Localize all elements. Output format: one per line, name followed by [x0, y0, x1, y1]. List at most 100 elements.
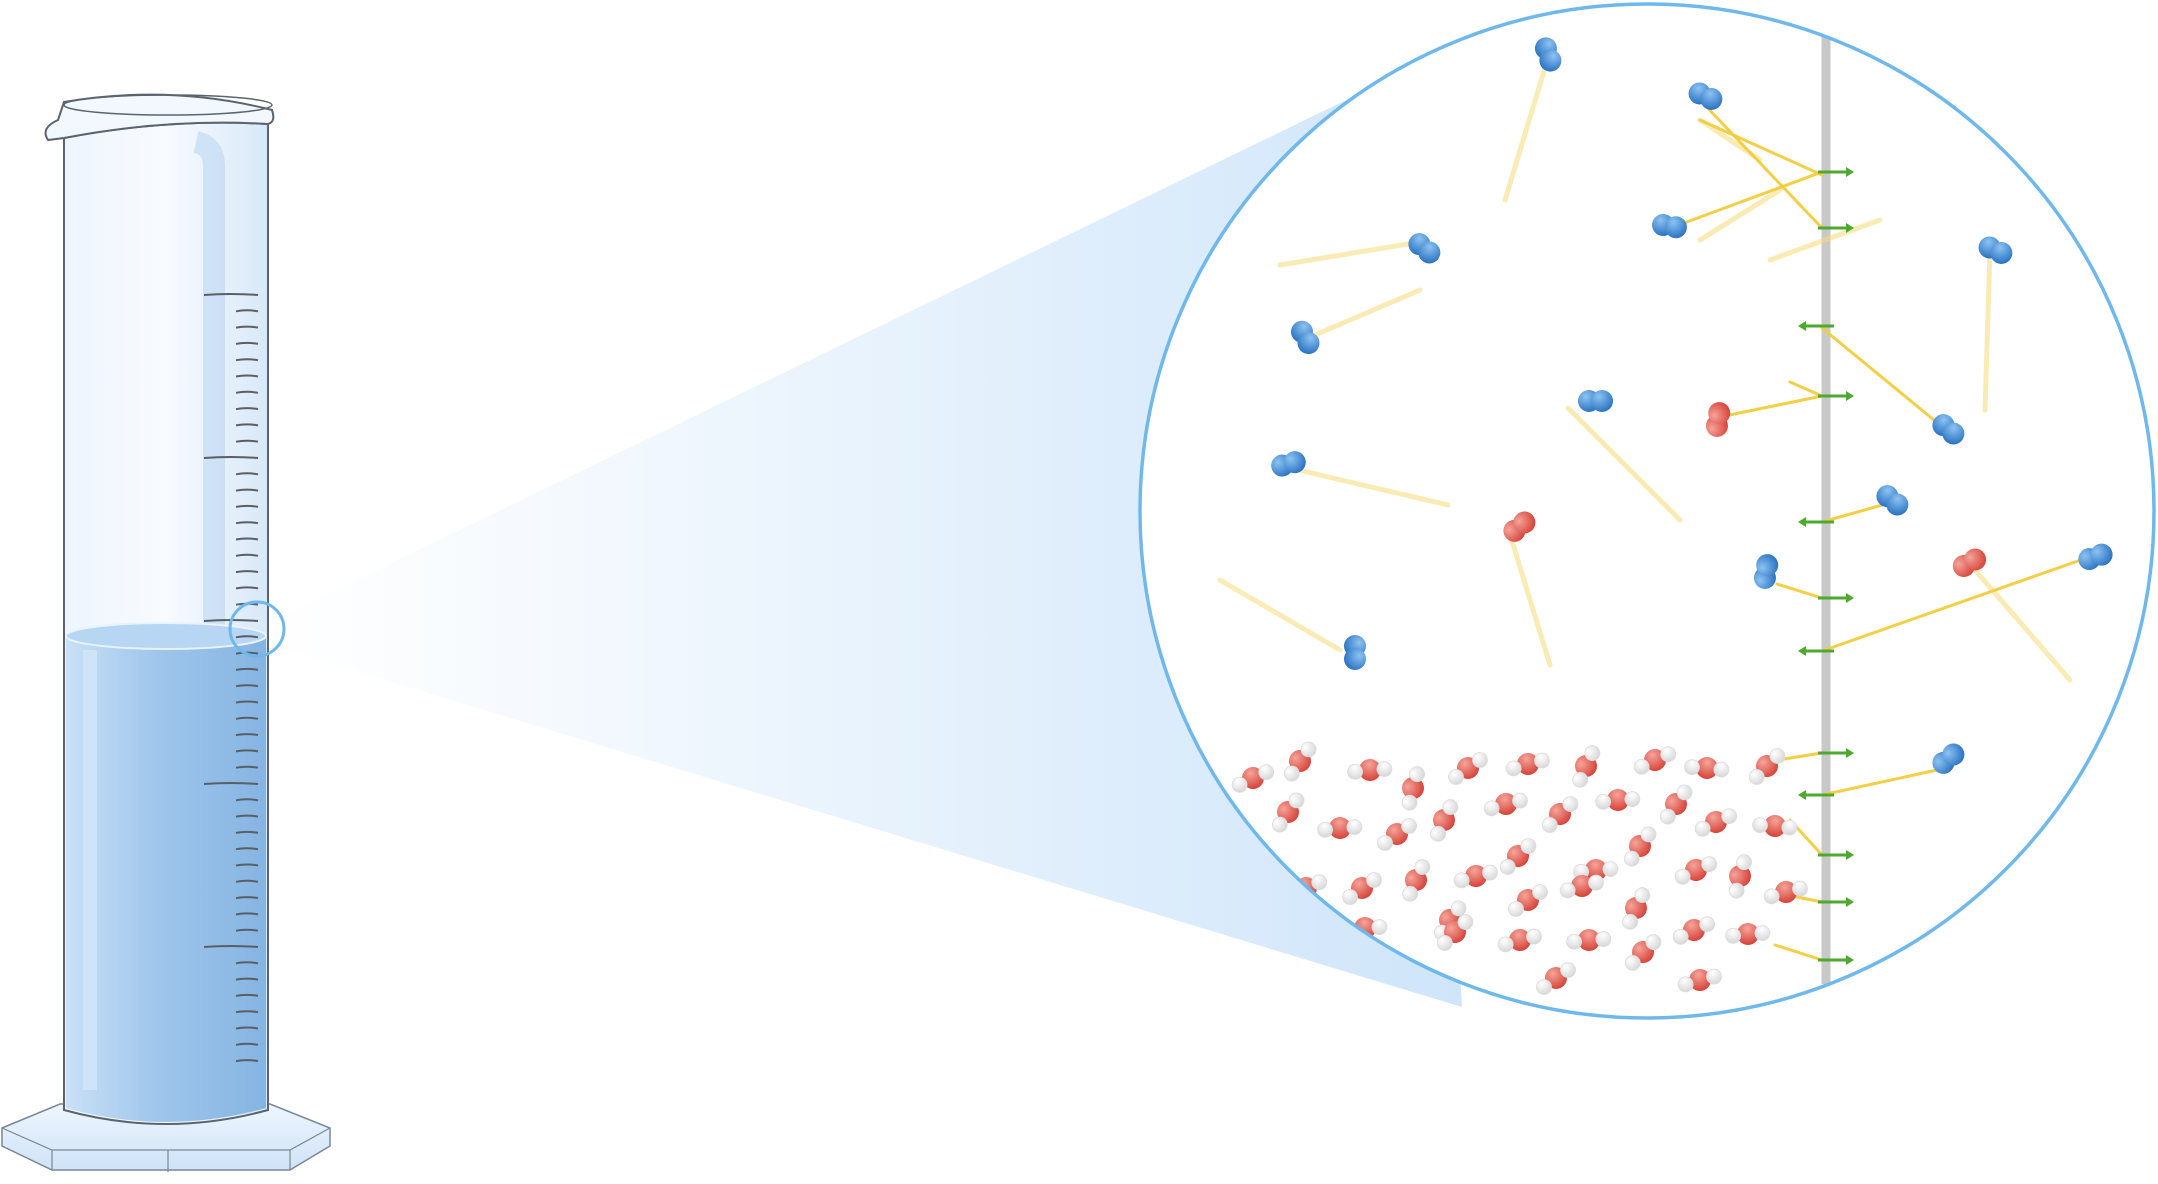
water-molecule-icon: [1728, 854, 1752, 899]
motion-trail: [1788, 380, 1824, 398]
water-molecule-icon: [1347, 759, 1393, 781]
cylinder-rim: [44, 93, 275, 142]
gas-molecules: [1271, 37, 2113, 774]
water-molecule-icon: [1763, 880, 1808, 905]
minor-graduation-mark: [235, 586, 259, 590]
water-molecule-icon: [1342, 872, 1382, 905]
water-molecule-icon: [1694, 808, 1738, 837]
motion-trail: [1698, 98, 1824, 230]
water-molecule-icon: [1623, 826, 1657, 867]
arrowhead-icon: [1846, 223, 1854, 233]
minor-graduation-mark: [235, 993, 259, 997]
minor-graduation-mark: [235, 325, 259, 329]
water-molecule-icon: [1283, 741, 1317, 782]
water-molecule-icon: [1624, 934, 1662, 971]
motion-trail: [1565, 405, 1683, 523]
water-molecule-icon: [1436, 914, 1474, 951]
minor-graduation-mark: [235, 928, 259, 932]
major-graduation-mark: [203, 293, 259, 296]
zoom-cone: [270, 72, 1462, 1007]
minor-graduation-mark: [235, 407, 259, 411]
minor-graduation-mark: [235, 700, 259, 704]
water-molecule-icon: [1231, 764, 1275, 793]
minor-graduation-mark: [235, 1042, 259, 1046]
minor-graduation-mark: [235, 684, 259, 688]
water-molecule-icon: [1748, 748, 1786, 785]
water-molecule-icon: [1377, 818, 1417, 851]
diatomic-molecule-icon: [1534, 37, 1562, 72]
magnified-circle-fill: [1140, 4, 2154, 1018]
water-molecule-icon: [1725, 923, 1771, 945]
motion-trail: [1713, 394, 1824, 420]
minor-graduation-mark: [235, 521, 259, 525]
motion-trail: [1820, 326, 1942, 427]
diatomic-molecule-icon: [1688, 82, 1723, 110]
minor-graduation-mark: [235, 439, 259, 443]
diatomic-molecule-icon: [1932, 743, 1965, 774]
water-molecule-icon: [1622, 887, 1651, 930]
water-molecule-icon: [1497, 928, 1542, 953]
diatomic-molecule-icon: [1291, 320, 1320, 355]
water-molecule-icon: [1453, 864, 1498, 889]
motion-trail: [1982, 247, 1993, 413]
motion-trail: [1287, 465, 1451, 508]
minor-graduation-mark: [235, 863, 259, 867]
arrowhead-icon: [1846, 748, 1854, 758]
arrowhead-icon: [1846, 955, 1854, 965]
minor-graduation-mark: [235, 1010, 259, 1014]
water-molecule-icon: [1677, 968, 1722, 993]
liquid-surface: [65, 622, 267, 650]
water-molecule-icon: [1536, 962, 1576, 995]
motion-trail: [1277, 239, 1423, 268]
minor-graduation-mark: [235, 847, 259, 851]
major-graduation-mark: [203, 945, 259, 948]
arrowhead-icon: [1846, 897, 1854, 907]
minor-graduation-mark: [235, 635, 259, 639]
minor-graduation-mark: [235, 553, 259, 557]
crossing-arrows: [1798, 167, 1854, 965]
arrowhead-icon: [1798, 321, 1806, 331]
water-molecules: [1231, 741, 1808, 995]
minor-graduation-mark: [235, 830, 259, 834]
water-molecule-icon: [1402, 859, 1431, 902]
motion-trail: [1775, 582, 1824, 600]
minor-graduation-mark: [235, 341, 259, 345]
diatomic-molecule-icon: [2078, 543, 2113, 571]
minor-graduation-mark: [235, 749, 259, 753]
minor-graduation-mark: [235, 488, 259, 492]
water-molecule-icon: [1566, 929, 1612, 951]
arrowhead-icon: [1846, 391, 1854, 401]
diatomic-molecule-icon: [1932, 414, 1965, 445]
water-molecule-icon: [1572, 745, 1601, 788]
minor-graduation-mark: [235, 472, 259, 476]
motion-trail: [1305, 287, 1423, 341]
water-molecule-icon: [1752, 815, 1798, 837]
motion-trail: [1697, 187, 1783, 243]
water-molecule-icon: [1508, 884, 1548, 917]
water-molecule-icon: [1672, 916, 1716, 945]
minor-graduation-mark: [235, 798, 259, 802]
arrowhead-icon: [1798, 517, 1806, 527]
diatomic-molecule-icon: [1652, 213, 1687, 239]
diatomic-molecule-icon: [1705, 402, 1731, 437]
minor-graduation-mark: [235, 667, 259, 671]
motion-trail: [1674, 170, 1824, 228]
diatomic-molecule-icon: [1876, 485, 1909, 516]
water-molecule-icon: [1271, 792, 1305, 833]
water-molecule-icon: [1499, 838, 1537, 875]
water-molecule-icon: [1633, 746, 1677, 775]
minor-graduation-mark: [235, 390, 259, 394]
minor-graduation-mark: [235, 358, 259, 362]
water-molecule-icon: [1595, 789, 1641, 811]
water-molecule-icon: [1430, 799, 1459, 842]
minor-graduation-mark: [235, 423, 259, 427]
water-molecule-icon: [1401, 766, 1425, 811]
water-molecule-icon: [1317, 817, 1363, 839]
minor-graduation-mark: [235, 733, 259, 737]
diatomic-molecule-icon: [1952, 548, 1987, 577]
major-graduation-mark: [203, 782, 259, 785]
major-graduation-mark: [203, 456, 259, 459]
diatomic-molecule-icon: [1503, 511, 1536, 542]
